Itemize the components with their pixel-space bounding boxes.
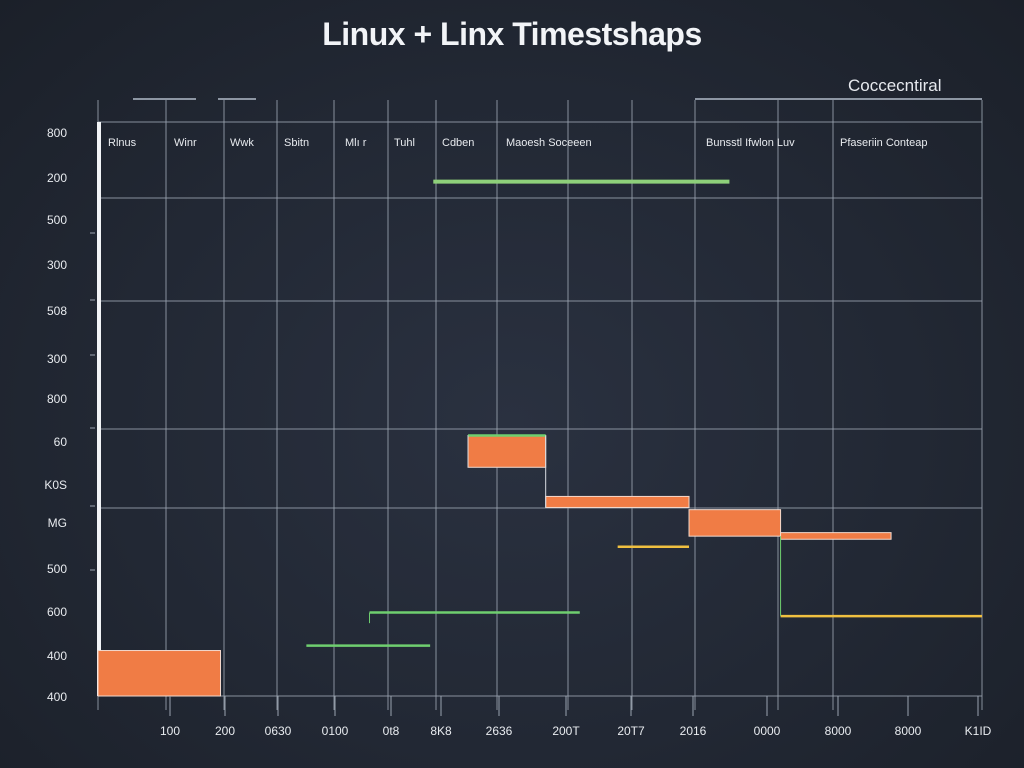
x-tick-label-12: 8000 [895, 724, 922, 738]
x-tick-label-10: 0000 [754, 724, 781, 738]
legend-label: Coccecntiral [848, 76, 942, 95]
column-header-0: Rlnus [108, 137, 137, 149]
x-tick-label-7: 200T [552, 724, 580, 738]
y-tick-label-8: K0S [44, 478, 67, 492]
column-header-2: Wwk [230, 137, 254, 149]
y-tick-label-2: 500 [47, 213, 67, 227]
chart-title: Linux + Linx Timestshaps [322, 16, 702, 52]
y-tick-label-0: 800 [47, 126, 67, 140]
x-tick-label-6: 2636 [486, 724, 513, 738]
x-tick-label-2: 0630 [265, 724, 292, 738]
x-tick-label-4: 0t8 [383, 724, 400, 738]
x-tick-label-13: K1ID [965, 724, 992, 738]
x-tick-label-8: 20T7 [617, 724, 645, 738]
x-tick-label-5: 8K8 [430, 724, 452, 738]
y-tick-label-6: 800 [47, 392, 67, 406]
column-header-8: Bunsstl Ifwlon Luv [706, 137, 795, 149]
column-header-4: Mlı r [345, 137, 367, 149]
timeline-bar-4 [780, 532, 892, 540]
y-tick-label-13: 400 [47, 690, 67, 704]
x-tick-label-1: 200 [215, 724, 235, 738]
y-tick-label-4: 508 [47, 304, 67, 318]
timeline-bar-3 [688, 509, 782, 537]
timeline-bar-2 [545, 495, 690, 508]
column-header-6: Cdben [442, 137, 474, 149]
column-header-9: Pfaseriin Conteap [840, 137, 927, 149]
x-tick-label-9: 2016 [680, 724, 707, 738]
y-tick-label-5: 300 [47, 352, 67, 366]
y-tick-label-7: 60 [54, 435, 68, 449]
column-header-5: Tuhl [394, 137, 415, 149]
x-tick-label-11: 8000 [825, 724, 852, 738]
y-tick-label-10: 500 [47, 562, 67, 576]
y-tick-label-12: 400 [47, 649, 67, 663]
y-tick-label-11: 600 [47, 605, 67, 619]
x-tick-label-0: 100 [160, 724, 180, 738]
column-header-1: Winr [174, 137, 197, 149]
column-header-7: Maoesh Soceeen [506, 137, 592, 149]
y-tick-label-3: 300 [47, 258, 67, 272]
column-header-3: Sbitn [284, 137, 309, 149]
timeline-bar-0 [97, 650, 221, 697]
timeline-bar-1 [467, 434, 547, 468]
y-tick-label-9: MG [48, 516, 67, 530]
x-tick-label-3: 0100 [322, 724, 349, 738]
y-tick-label-1: 200 [47, 171, 67, 185]
